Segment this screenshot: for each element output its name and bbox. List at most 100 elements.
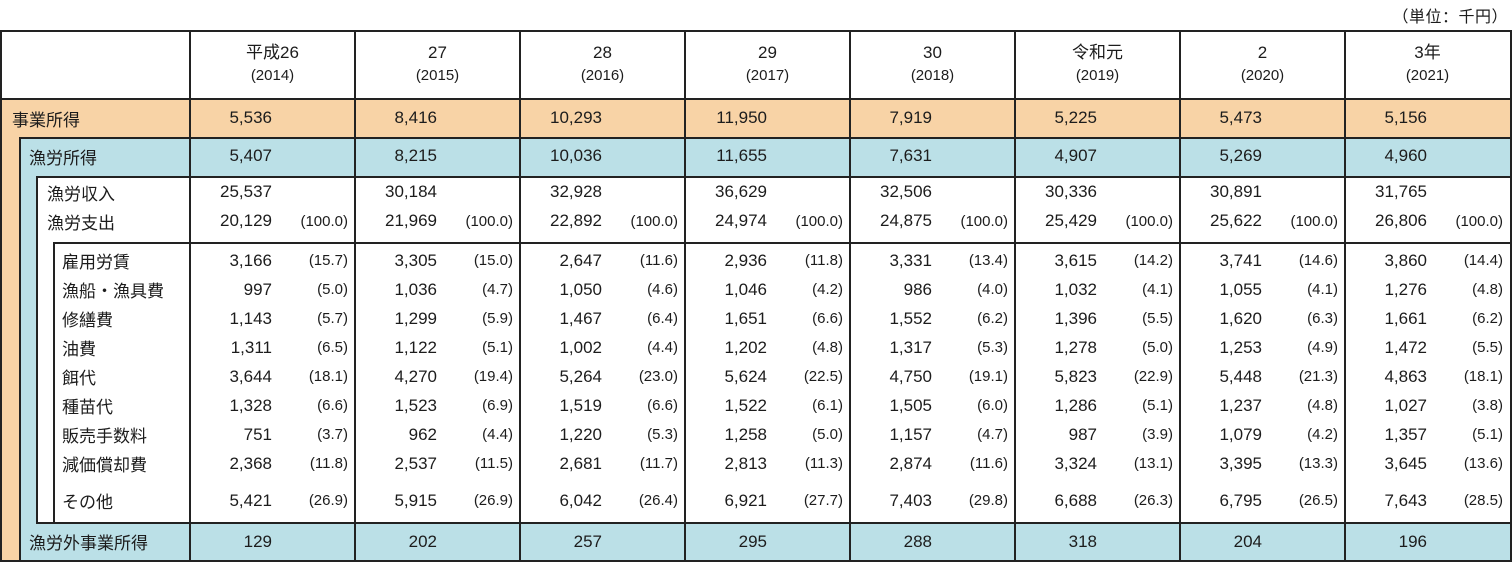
row-label-expense-other: その他 — [62, 493, 113, 512]
header-col-1: 27 (2015) — [355, 32, 520, 98]
cell-amount: 3,615 — [1054, 250, 1097, 270]
cell-amount: 1,620 — [1219, 308, 1262, 328]
cell-percent: (14.6) — [1298, 252, 1338, 269]
cell-expense-repair-col5: 1,396 (5.5) — [1015, 304, 1180, 333]
cell-business-income-col1: 8,416 — [355, 99, 520, 137]
cell-percent: (29.8) — [968, 492, 1008, 509]
cell-fishing-income-col7: 4,960 — [1345, 138, 1510, 174]
cell-percent: (6.5) — [317, 339, 348, 356]
cell-amount: 5,269 — [1219, 146, 1262, 165]
header-era-label: 令和元 — [1072, 43, 1123, 62]
row-fishing-income: 5,407 8,215 10,036 11,655 7,631 4,907 5,269 4,9… — [190, 138, 1510, 174]
cell-amount: 5,624 — [724, 366, 767, 386]
cell-expense-fuel-col2: 1,002 (4.4) — [520, 333, 685, 362]
cell-expense-fuel-col0: 1,311 (6.5) — [190, 333, 355, 362]
cell-expense-fuel-col4: 1,317 (5.3) — [850, 333, 1015, 362]
cell-percent: (5.7) — [317, 310, 348, 327]
cell-fishing-revenue-col5: 30,336 — [1015, 178, 1180, 206]
cell-amount: 30,891 — [1210, 182, 1262, 201]
cell-fishing-income-col5: 4,907 — [1015, 138, 1180, 174]
header-bottom-border — [2, 98, 1510, 100]
expense-box-top-border — [53, 242, 1510, 244]
cell-amount: 3,324 — [1054, 453, 1097, 473]
header-col-4: 30 (2018) — [850, 32, 1015, 98]
cell-expense-depreciation-col3: 2,813 (11.3) — [685, 449, 850, 478]
cell-amount: 5,473 — [1219, 108, 1262, 127]
row-label-expense-seed: 種苗代 — [62, 398, 113, 417]
cell-expense-sales-fee-col6: 1,079 (4.2) — [1180, 420, 1345, 449]
cell-expense-bait-col5: 5,823 (22.9) — [1015, 362, 1180, 391]
cell-amount: 1,220 — [559, 424, 602, 444]
cell-amount: 1,002 — [559, 337, 602, 357]
header-year-label: (2021) — [1405, 67, 1450, 84]
cell-percent: (19.4) — [473, 368, 513, 385]
cell-expense-sales-fee-col4: 1,157 (4.7) — [850, 420, 1015, 449]
cell-non-fishing-business-income-col4: 288 — [850, 523, 1015, 560]
row-fishing-expense: 20,129 (100.0) 21,969 (100.0) 22,892 (100.0) 2… — [190, 206, 1510, 236]
cell-percent: (21.3) — [1298, 368, 1338, 385]
cell-expense-boat-gear-col7: 1,276 (4.8) — [1345, 275, 1510, 304]
cell-amount: 1,258 — [724, 424, 767, 444]
cell-amount: 1,036 — [394, 279, 437, 299]
cell-amount: 1,299 — [394, 308, 437, 328]
cell-amount: 4,750 — [889, 366, 932, 386]
cell-expense-hired-labor-col6: 3,741 (14.6) — [1180, 246, 1345, 275]
cell-percent: (11.8) — [309, 455, 348, 472]
cell-percent: (5.9) — [482, 310, 513, 327]
cell-fishing-income-col2: 10,036 — [520, 138, 685, 174]
cell-expense-other-col7: 7,643 (28.5) — [1345, 486, 1510, 515]
row-expense-fuel: 1,311 (6.5) 1,122 (5.1) 1,002 (4.4) 1,202 (4.8)… — [190, 333, 1510, 362]
cell-fishing-expense-col1: 21,969 (100.0) — [355, 206, 520, 236]
cell-amount: 4,907 — [1054, 146, 1097, 165]
cell-amount: 25,622 — [1210, 211, 1262, 230]
cell-business-income-col7: 5,156 — [1345, 99, 1510, 137]
cell-expense-hired-labor-col4: 3,331 (13.4) — [850, 246, 1015, 275]
cell-expense-seed-col0: 1,328 (6.6) — [190, 391, 355, 420]
cell-amount: 257 — [573, 531, 602, 551]
cell-amount: 5,264 — [559, 366, 602, 386]
cell-non-fishing-business-income-col0: 129 — [190, 523, 355, 560]
cell-fishing-revenue-col1: 30,184 — [355, 178, 520, 206]
cell-amount: 26,806 — [1375, 211, 1427, 230]
cell-percent: (11.6) — [969, 455, 1008, 472]
cell-expense-sales-fee-col3: 1,258 (5.0) — [685, 420, 850, 449]
cell-amount: 3,166 — [229, 250, 272, 270]
cell-percent: (100.0) — [465, 212, 513, 230]
cell-percent: (11.5) — [474, 455, 513, 472]
cell-amount: 3,645 — [1384, 453, 1427, 473]
cell-fishing-expense-col5: 25,429 (100.0) — [1015, 206, 1180, 236]
cell-amount: 129 — [243, 531, 272, 551]
cell-percent: (5.5) — [1472, 339, 1503, 356]
row-label-expense-hired-labor: 雇用労賃 — [62, 253, 130, 272]
cell-fishing-revenue-col3: 36,629 — [685, 178, 850, 206]
cell-fishing-expense-col7: 26,806 (100.0) — [1345, 206, 1510, 236]
cell-expense-other-col3: 6,921 (27.7) — [685, 486, 850, 515]
cell-amount: 1,472 — [1384, 337, 1427, 357]
header-era-label: 28 — [593, 43, 612, 62]
cell-amount: 1,522 — [724, 395, 767, 415]
cell-percent: (11.8) — [804, 252, 843, 269]
cell-fishing-revenue-col4: 32,506 — [850, 178, 1015, 206]
row-business-income: 5,536 8,416 10,293 11,950 7,919 5,225 5,473 5,1… — [190, 99, 1510, 137]
cell-amount: 1,050 — [559, 279, 602, 299]
cell-expense-bait-col6: 5,448 (21.3) — [1180, 362, 1345, 391]
cell-amount: 7,631 — [889, 146, 932, 165]
cell-amount: 1,357 — [1384, 424, 1427, 444]
cell-amount: 204 — [1233, 531, 1262, 551]
cell-amount: 295 — [738, 531, 767, 551]
cell-expense-repair-col6: 1,620 (6.3) — [1180, 304, 1345, 333]
cell-expense-fuel-col1: 1,122 (5.1) — [355, 333, 520, 362]
cell-percent: (4.2) — [812, 281, 843, 298]
cell-amount: 2,813 — [724, 453, 767, 473]
cell-percent: (6.6) — [812, 310, 843, 327]
cell-amount: 1,467 — [559, 308, 602, 328]
header-era-label: 30 — [923, 43, 942, 62]
cell-expense-seed-col2: 1,519 (6.6) — [520, 391, 685, 420]
cell-expense-boat-gear-col6: 1,055 (4.1) — [1180, 275, 1345, 304]
cell-amount: 2,537 — [394, 453, 437, 473]
cell-fishing-expense-col2: 22,892 (100.0) — [520, 206, 685, 236]
cell-amount: 6,795 — [1219, 490, 1262, 510]
cell-amount: 1,055 — [1219, 279, 1262, 299]
column-divider — [189, 32, 191, 560]
cell-amount: 5,225 — [1054, 108, 1097, 127]
